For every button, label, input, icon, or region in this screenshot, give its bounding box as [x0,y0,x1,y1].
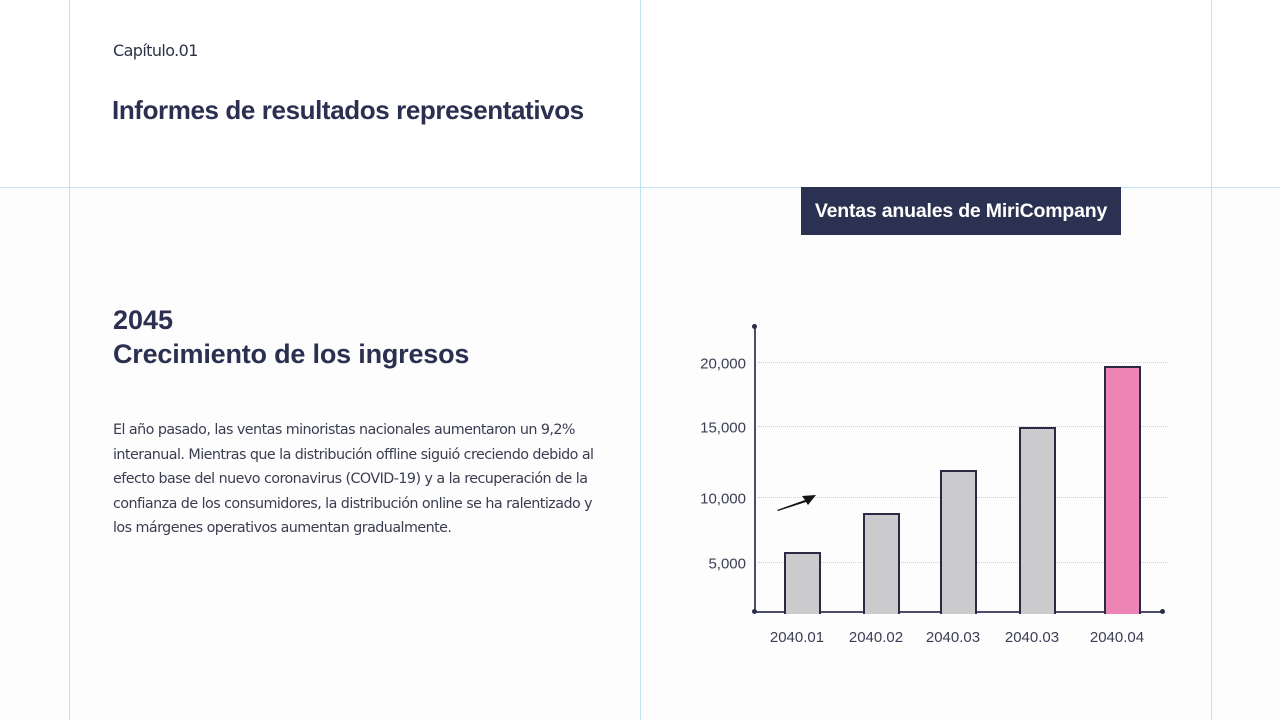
x-tick-label: 2040.01 [769,629,825,646]
bar-highlighted [1104,365,1141,614]
section-body-text: El año pasado, las ventas minoristas nac… [113,422,594,537]
gridline [758,362,1168,363]
section-year: 2045 [113,305,174,335]
chapter-label: Capítulo.01 [113,41,198,60]
trend-arrow-icon [777,495,816,511]
axis-origin-dot [752,609,757,614]
x-tick-label: 2040.02 [848,629,904,646]
y-tick-label: 10,000 [700,490,746,508]
layout-guide-left [69,0,70,720]
bar [1019,427,1056,614]
chart-title: Ventas anuales de MiriCompany [801,187,1121,235]
layout-guide-center [640,0,641,720]
layout-guide-header [0,187,1280,188]
y-tick-label: 20,000 [700,355,746,373]
bar [863,512,900,614]
gridline [758,426,1168,427]
section-title: Crecimiento de los ingresos [113,339,470,369]
x-tick-label: 2040.04 [1089,629,1145,646]
x-tick-label: 2040.03 [1004,629,1060,646]
x-tick-label: 2040.03 [925,629,981,646]
page-title: Informes de resultados representativos [112,95,584,125]
bar [784,551,821,614]
y-axis [754,326,756,613]
bar [940,470,977,614]
layout-guide-right [1211,0,1212,720]
y-tick-label: 5,000 [708,555,746,573]
x-axis-end-dot [1160,609,1165,614]
y-axis-end-dot [752,324,757,329]
y-tick-label: 15,000 [700,419,746,437]
